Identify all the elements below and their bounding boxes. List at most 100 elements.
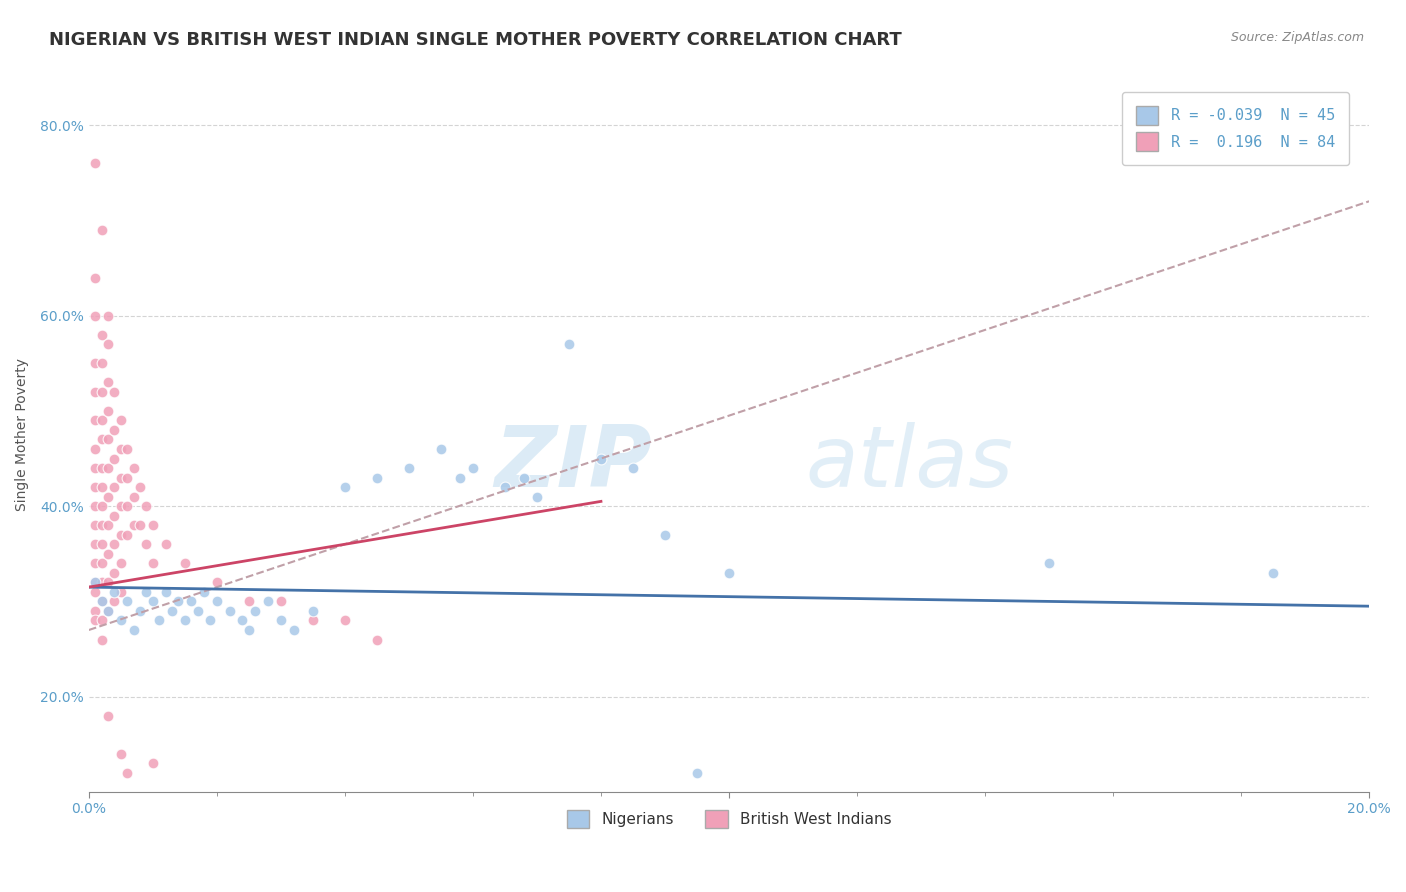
Point: [84, 557, 107, 571]
Point: [84, 461, 107, 475]
Point: [142, 518, 165, 533]
Point: [90, 461, 112, 475]
Point: [231, 614, 253, 628]
Point: [97, 461, 120, 475]
Point: [110, 614, 132, 628]
Point: [717, 566, 740, 580]
Point: [155, 585, 177, 599]
Point: [97, 433, 120, 447]
Y-axis label: Single Mother Poverty: Single Mother Poverty: [15, 359, 30, 511]
Point: [148, 614, 170, 628]
Point: [283, 623, 305, 637]
Text: NIGERIAN VS BRITISH WEST INDIAN SINGLE MOTHER POVERTY CORRELATION CHART: NIGERIAN VS BRITISH WEST INDIAN SINGLE M…: [49, 31, 903, 49]
Point: [90, 499, 112, 513]
Point: [84, 575, 107, 590]
Point: [84, 585, 107, 599]
Point: [110, 442, 132, 456]
Point: [117, 527, 139, 541]
Point: [97, 575, 120, 590]
Point: [558, 337, 581, 351]
Point: [84, 413, 107, 427]
Point: [84, 575, 107, 590]
Point: [302, 604, 325, 618]
Point: [200, 614, 222, 628]
Point: [218, 604, 240, 618]
Point: [84, 499, 107, 513]
Point: [90, 413, 112, 427]
Point: [103, 423, 125, 437]
Point: [90, 537, 112, 551]
Point: [90, 356, 112, 370]
Point: [366, 632, 388, 647]
Point: [110, 413, 132, 427]
Point: [97, 404, 120, 418]
Point: [97, 490, 120, 504]
Point: [160, 604, 183, 618]
Point: [135, 537, 157, 551]
Point: [589, 451, 612, 466]
Point: [461, 461, 484, 475]
Point: [129, 518, 152, 533]
Point: [135, 499, 157, 513]
Point: [173, 557, 195, 571]
Point: [122, 461, 145, 475]
Point: [122, 623, 145, 637]
Point: [333, 614, 356, 628]
Point: [90, 384, 112, 399]
Point: [103, 566, 125, 580]
Point: [238, 594, 260, 608]
Point: [129, 480, 152, 494]
Legend: Nigerians, British West Indians: Nigerians, British West Indians: [561, 804, 897, 834]
Point: [129, 604, 152, 618]
Point: [187, 604, 209, 618]
Point: [193, 585, 215, 599]
Point: [103, 537, 125, 551]
Point: [84, 384, 107, 399]
Point: [97, 376, 120, 390]
Point: [110, 470, 132, 484]
Point: [84, 270, 107, 285]
Point: [103, 594, 125, 608]
Point: [90, 594, 112, 608]
Point: [110, 557, 132, 571]
Point: [333, 480, 356, 494]
Point: [97, 337, 120, 351]
Point: [366, 470, 388, 484]
Point: [122, 490, 145, 504]
Point: [122, 518, 145, 533]
Point: [398, 461, 420, 475]
Point: [84, 604, 107, 618]
Point: [686, 765, 709, 780]
Point: [103, 384, 125, 399]
Point: [117, 594, 139, 608]
Point: [1038, 557, 1060, 571]
Text: Source: ZipAtlas.com: Source: ZipAtlas.com: [1230, 31, 1364, 45]
Point: [430, 442, 453, 456]
Point: [117, 442, 139, 456]
Text: atlas: atlas: [806, 422, 1014, 505]
Point: [117, 765, 139, 780]
Point: [621, 461, 644, 475]
Point: [97, 547, 120, 561]
Point: [84, 480, 107, 494]
Point: [238, 623, 260, 637]
Point: [142, 756, 165, 771]
Point: [97, 708, 120, 723]
Point: [654, 527, 676, 541]
Point: [135, 585, 157, 599]
Point: [205, 594, 228, 608]
Point: [155, 537, 177, 551]
Point: [97, 309, 120, 323]
Point: [302, 614, 325, 628]
Point: [1261, 566, 1284, 580]
Point: [90, 614, 112, 628]
Point: [257, 594, 280, 608]
Point: [103, 451, 125, 466]
Point: [97, 604, 120, 618]
Text: ZIP: ZIP: [495, 422, 652, 505]
Point: [110, 747, 132, 761]
Point: [84, 356, 107, 370]
Point: [90, 223, 112, 237]
Point: [245, 604, 267, 618]
Point: [494, 480, 516, 494]
